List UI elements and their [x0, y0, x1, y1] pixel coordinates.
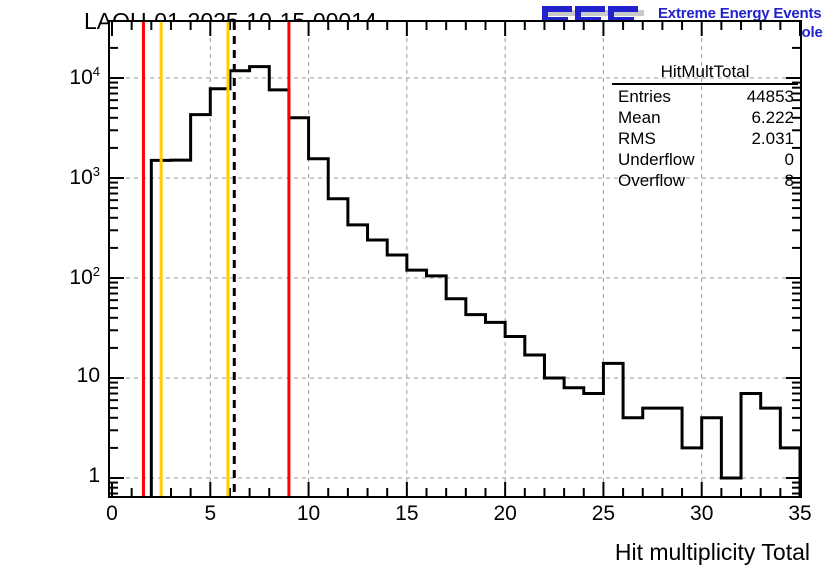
stats-row-value: 44853: [746, 87, 794, 106]
x-tick-label: 35: [788, 502, 812, 525]
stats-row-label: Underflow: [618, 150, 695, 169]
x-tick-label: 10: [296, 502, 321, 525]
x-tick-label: 15: [395, 502, 419, 525]
x-tick-label: 20: [493, 502, 517, 525]
stats-row: RMS 2.031: [612, 128, 798, 149]
histogram-canvas: [110, 22, 800, 496]
y-tick-label: 104: [69, 64, 100, 89]
stats-row-label: RMS: [618, 129, 656, 148]
x-tick-label: 25: [591, 502, 616, 525]
stats-row-value: 2.031: [751, 129, 794, 148]
stats-box-title: HitMultTotal: [612, 62, 798, 85]
histogram-outline: [149, 65, 800, 496]
y-tick-label: 103: [69, 164, 100, 189]
stats-row: Entries 44853: [612, 86, 798, 107]
plot-area: [110, 22, 800, 496]
stats-row-value: 8: [784, 171, 794, 190]
x-tick-label: 5: [204, 502, 217, 525]
stats-box: HitMultTotal Entries 44853 Mean 6.222 RMS 2.0…: [612, 62, 798, 191]
stats-row-label: Entries: [618, 87, 671, 106]
plot-frame: [108, 20, 802, 498]
x-tick-label: 30: [690, 502, 714, 525]
stats-row-label: Overflow: [618, 171, 686, 190]
x-tick-label: 0: [106, 502, 118, 525]
stats-row: Overflow 8: [612, 170, 798, 191]
stats-row: Underflow 0: [612, 149, 798, 170]
stats-row-label: Mean: [618, 108, 661, 127]
y-tick-label: 1: [88, 464, 100, 487]
stats-rows: Entries 44853 Mean 6.222 RMS 2.031 Underflow 0 O…: [612, 86, 798, 191]
eee-logo-line1: Extreme Energy Events: [658, 5, 822, 22]
stats-row-value: 6.222: [751, 108, 794, 127]
stats-row-value: 0: [784, 150, 794, 169]
stats-row: Mean 6.222: [612, 107, 798, 128]
y-tick-label: 102: [69, 264, 100, 289]
y-tick-label: 10: [76, 364, 100, 387]
x-axis-title: Hit multiplicity Total: [614, 539, 810, 565]
